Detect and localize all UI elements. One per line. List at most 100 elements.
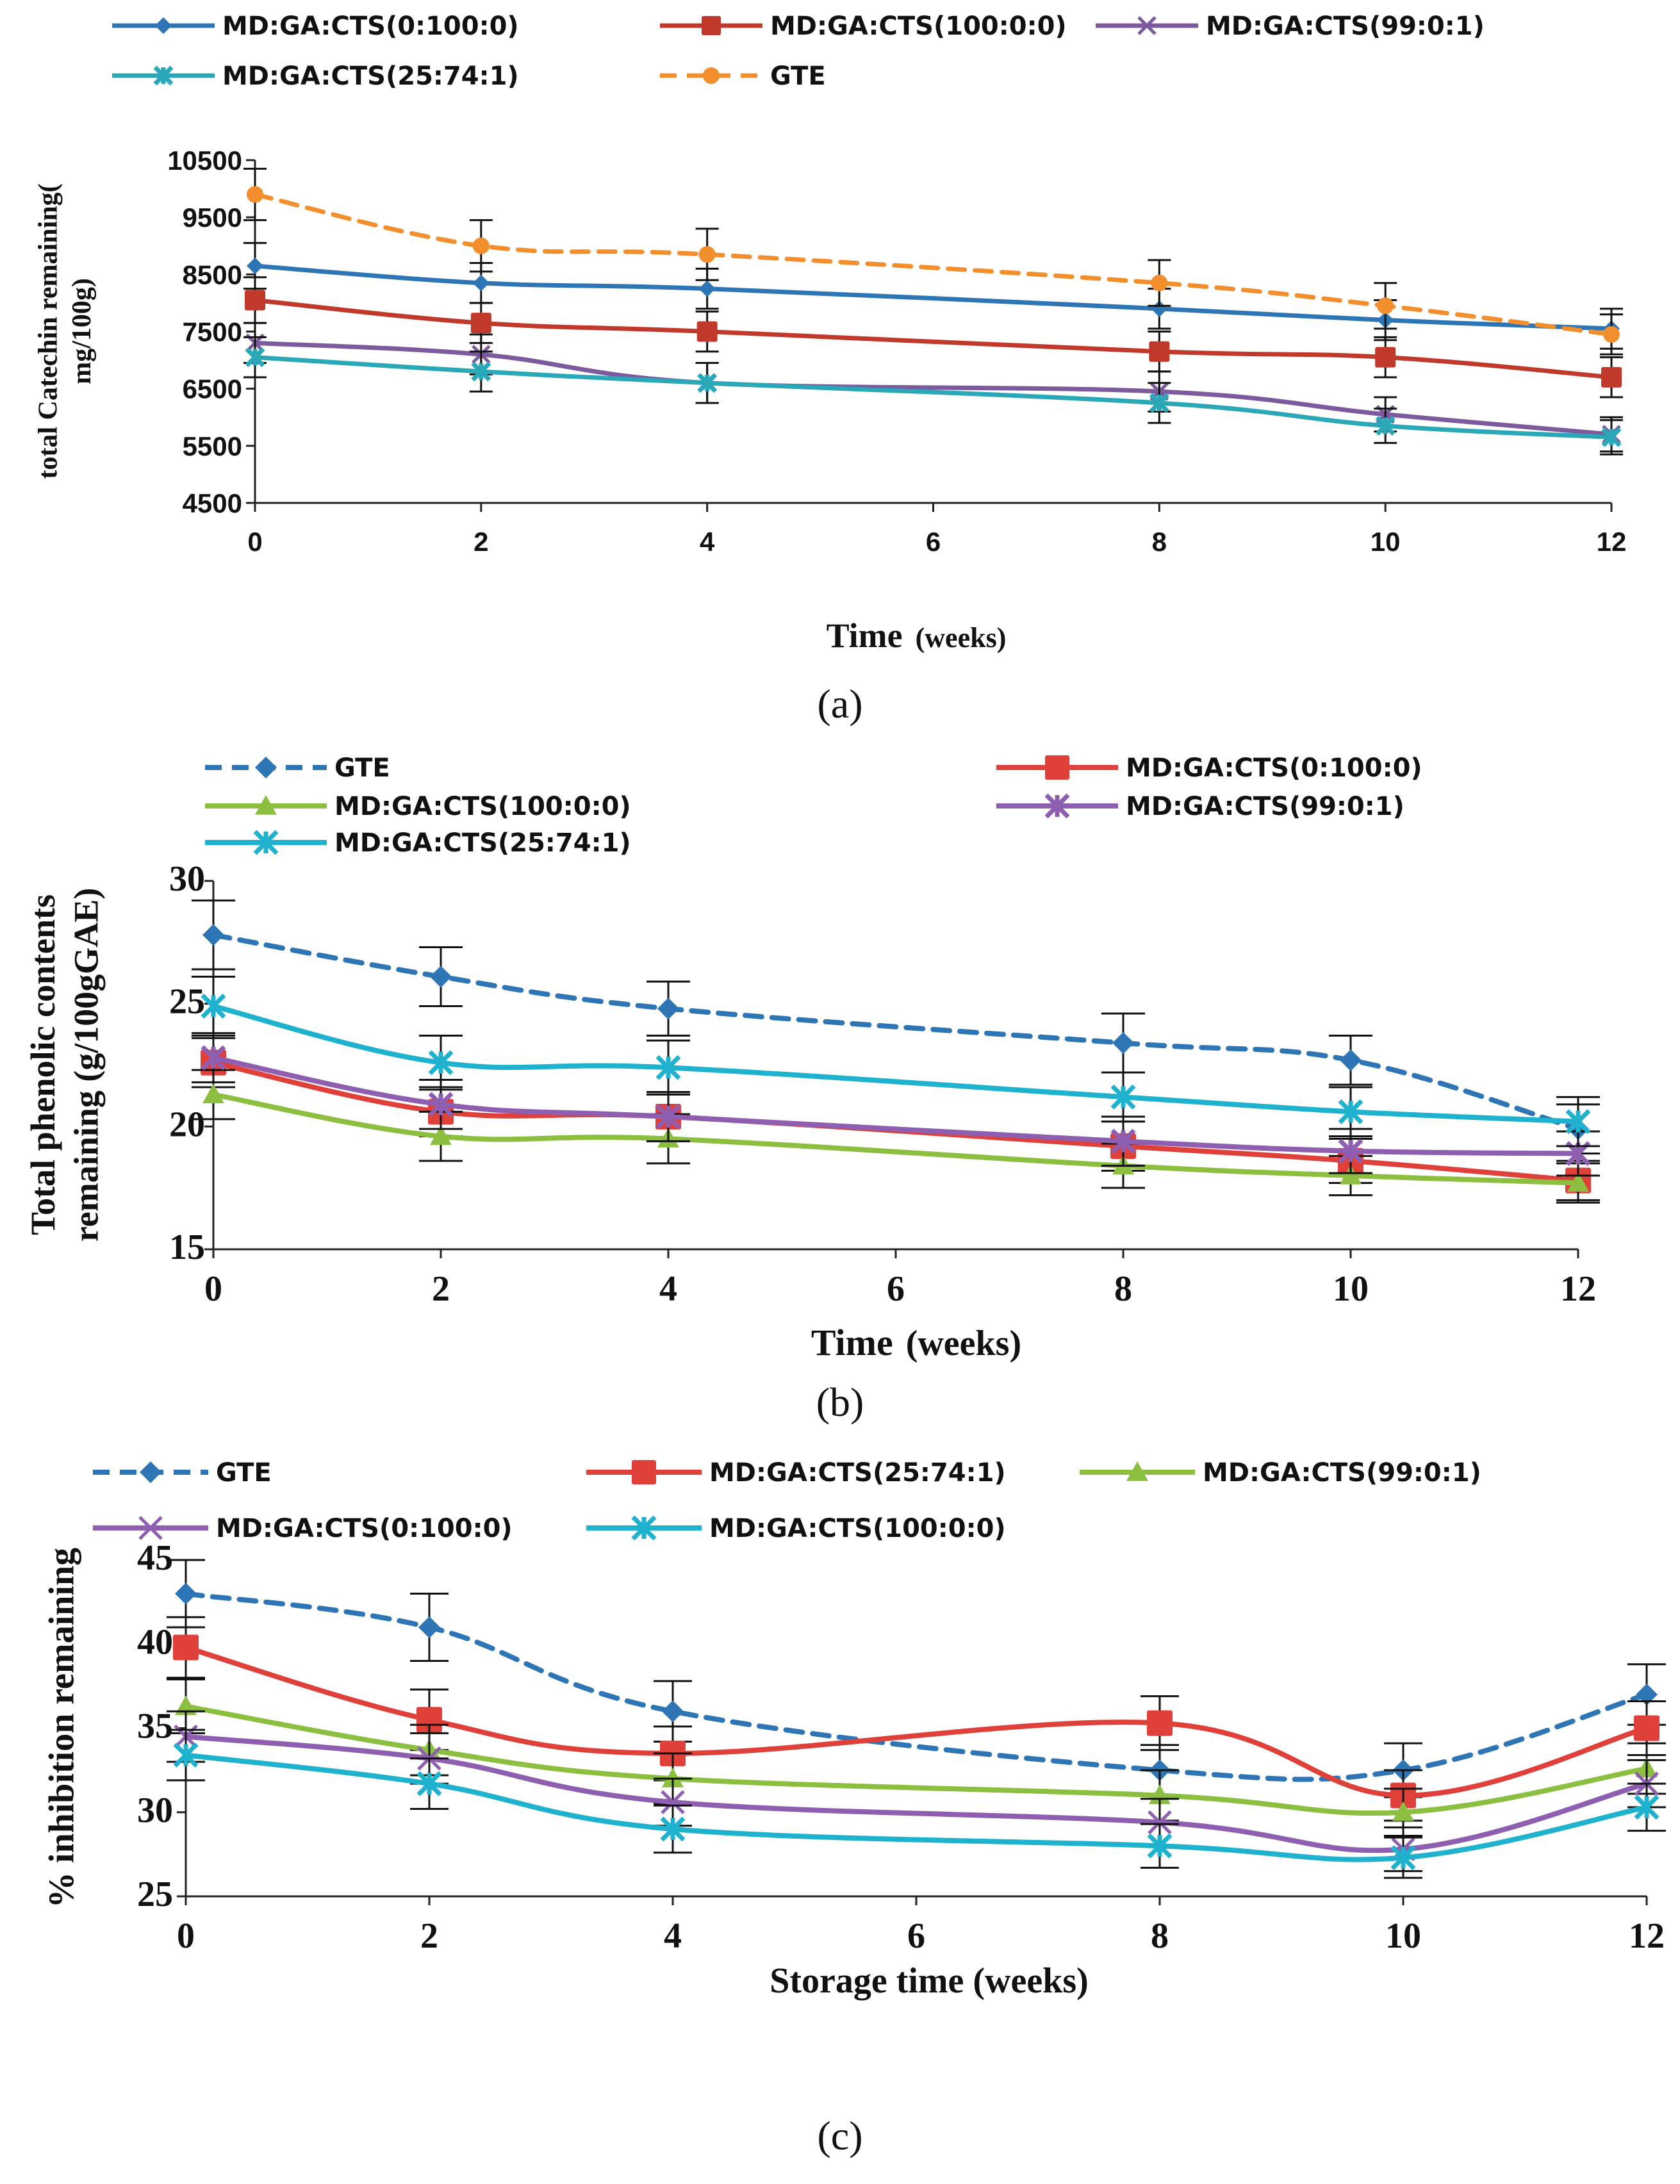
x-tick-label: 6 (887, 1269, 905, 1309)
series-MD:GA:CTS(100:0:0) (192, 1069, 1600, 1204)
series-GTE (243, 167, 1623, 356)
legend-entry: MD:GA:CTS(0:100:0) (93, 1514, 513, 1543)
y-tick-label: 7500 (183, 317, 242, 347)
series-line (183, 1752, 1649, 1862)
y-tick-label: 8500 (183, 259, 242, 290)
data-point (247, 257, 263, 274)
x-tick-label: 6 (926, 527, 941, 557)
series-line (211, 932, 1581, 1132)
legend-entry: MD:GA:CTS(100:0:0) (205, 792, 631, 821)
y-tick-label: 25 (169, 982, 205, 1022)
x-tick-label: 4 (659, 1269, 677, 1309)
data-point (1375, 416, 1396, 436)
data-point (247, 186, 263, 203)
legend-marker (255, 757, 277, 778)
y-tick-label: 20 (169, 1104, 205, 1144)
chart-2: 15 20 25 30 0 2 4 6 8 10 12 Time (weeks) Total phenol… (24, 753, 1600, 1425)
data-point (418, 1616, 440, 1638)
y-tick-label: 10500 (167, 145, 242, 176)
series-GTE (192, 899, 1600, 1154)
legend-marker (253, 830, 279, 855)
legend-label: GTE (334, 753, 390, 783)
x-tick-label: 2 (420, 1916, 438, 1956)
legend-label: MD:GA:CTS(25:74:1) (334, 828, 631, 858)
y-tick-label: 30 (137, 1791, 173, 1830)
legend-entry: MD:GA:CTS(99:0:1) (996, 792, 1404, 821)
legend-label: MD:GA:CTS(100:0:0) (770, 12, 1067, 41)
data-point (1338, 1138, 1363, 1164)
data-point (660, 1816, 686, 1842)
x-tick-label: 8 (1151, 1916, 1169, 1956)
data-point (470, 313, 491, 334)
y-tick-label: 9500 (183, 202, 242, 233)
legend-label: GTE (216, 1458, 272, 1488)
legend-marker (632, 1460, 656, 1484)
y-axis-label: Total phenolic contents remaining (g/100g… (24, 888, 105, 1242)
x-tick-label: 0 (204, 1269, 222, 1309)
data-point (175, 1695, 197, 1715)
legend-label: GTE (770, 62, 826, 91)
x-axis-label-main: Time (827, 616, 903, 655)
y-axis-label-line: % inhibition remaining (42, 1548, 82, 1908)
data-point (1565, 1109, 1591, 1135)
data-point (173, 1634, 199, 1661)
data-point (698, 280, 716, 297)
legend-marker (255, 795, 277, 815)
y-axis-label-line: total Catechin remaining( (33, 183, 63, 479)
data-point (1601, 427, 1622, 447)
legend-entry: GTE (93, 1458, 272, 1488)
data-point (202, 924, 224, 946)
x-tick-label: 2 (432, 1269, 450, 1309)
series-line (183, 1645, 1649, 1798)
data-point (655, 1055, 681, 1080)
data-point (655, 1104, 681, 1129)
y-tick-label: 6500 (183, 374, 242, 404)
series-MD:GA:CTS(0:100:0) (243, 242, 1623, 350)
legend-entry: MD:GA:CTS(25:74:1) (205, 828, 631, 858)
y-axis-label-line: remaining (g/100gGAE) (67, 888, 106, 1242)
data-point (416, 1771, 442, 1796)
legend-entry: MD:GA:CTS(100:0:0) (660, 12, 1067, 41)
legend-marker (1137, 16, 1157, 35)
y-tick-label: 30 (169, 859, 205, 899)
x-tick-label: 10 (1385, 1916, 1421, 1956)
legend-marker (631, 1515, 657, 1541)
legend-marker (138, 1516, 163, 1540)
legend-entry: MD:GA:CTS(99:0:1) (1080, 1458, 1481, 1488)
legend-entry: MD:GA:CTS(25:74:1) (586, 1458, 1006, 1488)
data-point (1377, 297, 1394, 315)
x-tick-label: 12 (1629, 1916, 1665, 1956)
series-line (211, 1003, 1581, 1124)
data-point (698, 246, 716, 263)
legend-label: MD:GA:CTS(100:0:0) (709, 1514, 1006, 1543)
series-MD:GA:CTS(100:0:0) (167, 1728, 1666, 1879)
legend-marker (153, 65, 174, 86)
legend-label: MD:GA:CTS(0:100:0) (1126, 753, 1422, 783)
legend-entry: GTE (660, 62, 826, 91)
legend-label: MD:GA:CTS(25:74:1) (709, 1458, 1006, 1488)
data-point (1110, 1128, 1136, 1154)
y-axis-label-line: mg/100g) (67, 278, 97, 384)
data-point (661, 1790, 685, 1814)
legend-label: MD:GA:CTS(99:0:1) (1126, 792, 1404, 821)
data-point (697, 373, 718, 393)
data-point (416, 1707, 442, 1733)
series-line (252, 297, 1614, 380)
data-point (1601, 366, 1622, 388)
data-point (1147, 1710, 1173, 1736)
panel-label: (a) (817, 681, 862, 727)
x-axis-label: Time (weeks) (827, 616, 1007, 655)
x-tick-label: 0 (177, 1916, 195, 1956)
series-line (252, 355, 1614, 439)
y-tick-label: 40 (137, 1622, 173, 1662)
series-line (183, 1591, 1649, 1782)
data-point (430, 1125, 452, 1145)
legend-marker (155, 17, 172, 34)
legend-label: MD:GA:CTS(25:74:1) (222, 62, 519, 91)
series-line (183, 1734, 1649, 1853)
legend-label: MD:GA:CTS(100:0:0) (334, 792, 631, 821)
data-point (1148, 1810, 1172, 1835)
data-point (1603, 325, 1620, 343)
data-point (657, 998, 679, 1020)
legend-marker (702, 16, 721, 35)
